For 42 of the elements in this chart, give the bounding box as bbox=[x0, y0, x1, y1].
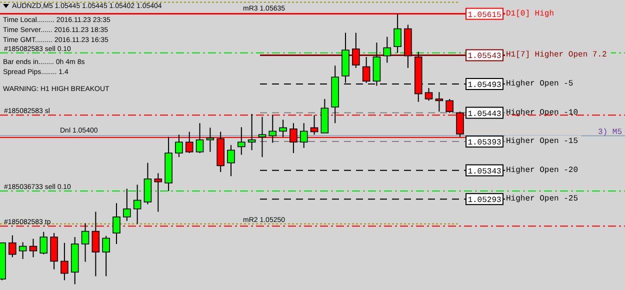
candlestick bbox=[279, 119, 287, 138]
y-tick-label: 1.05493 bbox=[468, 81, 502, 90]
candlestick bbox=[102, 235, 110, 277]
candlestick bbox=[40, 231, 48, 255]
y-tick-label: 1.05293 bbox=[468, 196, 502, 206]
candlestick bbox=[112, 202, 120, 244]
ref-line-label: Higher Open -20 bbox=[506, 166, 578, 175]
candlestick bbox=[424, 88, 433, 102]
y-tick-label: 1.05393 bbox=[468, 138, 502, 148]
ref-line-label: Higher Open -25 bbox=[506, 194, 578, 204]
candlestick bbox=[352, 32, 360, 68]
candlestick bbox=[238, 126, 246, 156]
candlestick bbox=[227, 144, 235, 177]
y-tick-label: 1.05543 bbox=[468, 52, 502, 62]
y-tick-label: 1.05615 bbox=[468, 10, 502, 20]
candlestick bbox=[60, 242, 68, 281]
y-tick-label: 1.05343 bbox=[468, 167, 502, 176]
ref-line-label: H1[7] Higher Open 7.2 bbox=[506, 50, 608, 60]
candlestick bbox=[144, 162, 152, 205]
ref-line-label: Higher Open -15 bbox=[506, 137, 578, 146]
candlestick bbox=[18, 242, 27, 260]
candlestick bbox=[175, 134, 183, 158]
candlestick bbox=[435, 92, 444, 112]
annotation: 3) M5 bbox=[598, 128, 622, 137]
candlestick bbox=[394, 13, 402, 54]
candlestick bbox=[300, 122, 308, 148]
candlestick bbox=[133, 184, 142, 224]
candlestick bbox=[248, 113, 256, 151]
candlestick bbox=[383, 36, 392, 64]
candlestick bbox=[362, 56, 370, 84]
candlestick bbox=[196, 122, 204, 154]
candlestick bbox=[123, 188, 131, 222]
candlestick bbox=[29, 238, 38, 258]
ref-line-label: D1[0] High bbox=[506, 9, 554, 18]
candlestick bbox=[81, 222, 90, 262]
y-tick-label: 1.05443 bbox=[468, 110, 502, 119]
ref-line-label: Higher Open -5 bbox=[506, 80, 574, 89]
candlestick bbox=[206, 127, 214, 152]
candlestick bbox=[258, 116, 266, 158]
candlestick bbox=[154, 172, 162, 212]
candlestick bbox=[268, 114, 277, 144]
candlestick bbox=[8, 234, 16, 258]
